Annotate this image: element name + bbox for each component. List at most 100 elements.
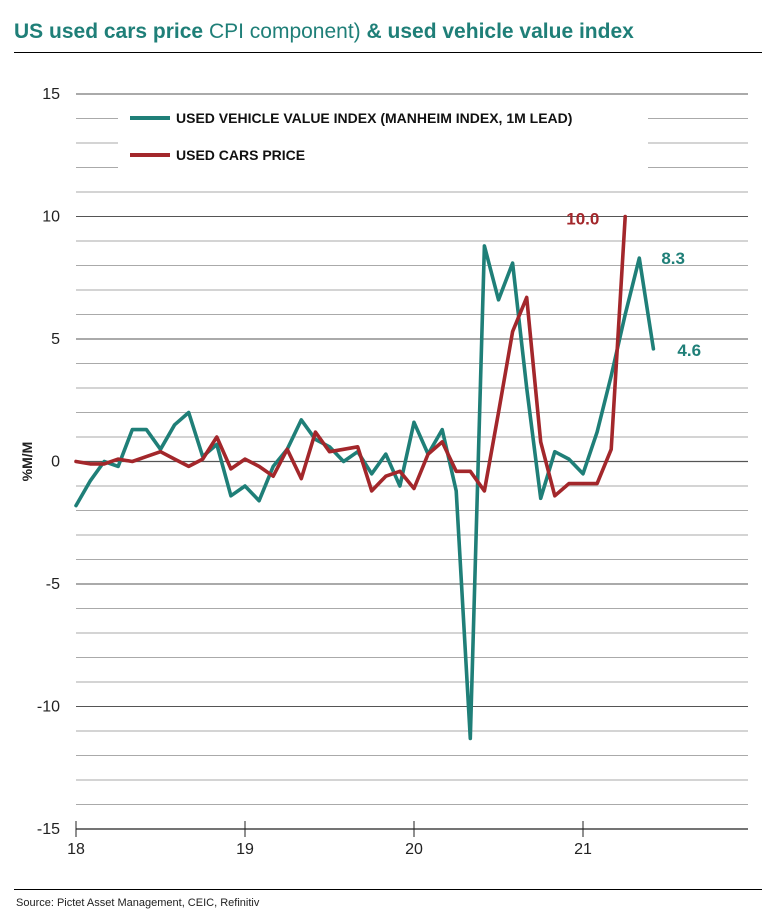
series-0-point (272, 465, 275, 468)
series-1-point (328, 450, 331, 453)
title-part-2: CPI component) (208, 20, 361, 43)
series-0-point (511, 262, 514, 264)
series-1-point (384, 475, 387, 478)
grid-lines (76, 93, 748, 830)
series-0-point (455, 490, 458, 492)
series-1-point (610, 448, 613, 451)
data-label: 10.0 (566, 210, 599, 229)
series-1-point (89, 463, 91, 465)
x-tick-label: 21 (574, 841, 592, 858)
series-1-point (553, 494, 556, 497)
series-1-point (356, 445, 359, 448)
data-label: 4.6 (677, 341, 701, 360)
series-0-point (652, 347, 655, 350)
series-0-point (173, 423, 176, 426)
legend-label-0: USED VEHICLE VALUE INDEX (MANHEIM INDEX,… (176, 110, 572, 126)
legend-background (118, 100, 648, 172)
series-1-point (230, 467, 232, 470)
series-0-point (328, 445, 331, 448)
series-1-point (413, 487, 415, 490)
series-1-point (469, 470, 472, 473)
series-0-point (610, 374, 613, 377)
series-line-0 (74, 244, 656, 741)
series-1-point (314, 431, 317, 433)
legend-label-1: USED CARS PRICE (176, 147, 305, 163)
y-tick-label: -15 (37, 821, 60, 838)
x-tick-label: 20 (405, 841, 423, 858)
title-part-1: US used cars price (14, 20, 204, 43)
x-tick-label: 19 (236, 841, 254, 858)
series-1-point (427, 453, 429, 456)
series-1-point (173, 458, 176, 460)
data-labels: 10.0 8.3 4.6 (566, 210, 701, 360)
y-tick-label: 0 (51, 454, 60, 471)
series-0-point (131, 428, 134, 431)
series-1-point (455, 470, 458, 473)
series-1-point (258, 465, 260, 468)
series-1-point (525, 296, 528, 299)
series-1-point (159, 450, 162, 453)
series-1-point (342, 448, 345, 451)
series-0-point (568, 458, 570, 460)
series-0-point (258, 499, 260, 502)
series-0-point (638, 257, 641, 260)
series-0-point (525, 387, 528, 389)
series-1-point (539, 441, 542, 443)
series-0-point (582, 472, 584, 475)
series-0-point (230, 494, 232, 497)
source-note: Source: Pictet Asset Management, CEIC, R… (16, 897, 260, 909)
x-tick-label: 18 (67, 841, 85, 858)
y-tick-label: 10 (42, 209, 60, 226)
legend: USED VEHICLE VALUE INDEX (MANHEIM INDEX,… (118, 100, 648, 172)
data-label: 8.3 (661, 249, 685, 268)
series-0-point (244, 485, 246, 487)
title-part-3: & used vehicle value index (366, 20, 634, 43)
series-1-point (399, 470, 401, 473)
series-1-point (103, 463, 106, 465)
series-0-point (215, 443, 218, 446)
y-tick-label: 5 (51, 331, 60, 348)
series-1-point (187, 465, 190, 468)
series-0-point (145, 428, 148, 431)
series-0-point (483, 245, 486, 247)
axes: 15 10 5 0 -5 -10 -15 18 19 20 21 %M/M (19, 86, 748, 858)
series-0-point (370, 472, 373, 475)
series-1-point (131, 460, 134, 463)
series-1-point (511, 330, 514, 333)
series-0-point (441, 428, 444, 431)
series-0-point (553, 450, 556, 453)
series-0-point (469, 737, 472, 740)
series-0-point (159, 448, 162, 451)
y-tick-label: -10 (37, 699, 60, 716)
chart-title: US used cars price CPI component) & used… (14, 20, 634, 44)
series-1-point (286, 448, 289, 451)
y-tick-label: 15 (42, 86, 60, 103)
y-axis-title: %M/M (19, 442, 35, 482)
series-0-point (624, 313, 627, 316)
series-1-point (272, 475, 275, 478)
series-1-point (624, 215, 627, 218)
series-0-point (596, 431, 598, 433)
series-1-point (483, 490, 486, 492)
series-1-point (582, 482, 584, 485)
series-1-point (117, 458, 120, 460)
series-1-point (75, 460, 77, 463)
series-0-point (117, 465, 120, 468)
series-0-point (187, 411, 190, 414)
series-1-point (201, 458, 204, 460)
series-1-point (441, 441, 444, 443)
series-1-point (215, 436, 218, 438)
series-1-point (145, 455, 148, 458)
series-0-point (300, 418, 303, 421)
series-1-point (300, 477, 303, 480)
y-tick-label: -5 (46, 576, 60, 593)
series-line-1 (74, 214, 628, 498)
series-lines (74, 214, 656, 741)
series-0-point (413, 421, 415, 424)
series-0-point (399, 485, 401, 487)
series-1-point (497, 411, 500, 414)
series-1-point (568, 482, 570, 485)
series-1-point (244, 458, 246, 460)
footer-rule (14, 889, 762, 890)
series-0-point (497, 298, 500, 301)
